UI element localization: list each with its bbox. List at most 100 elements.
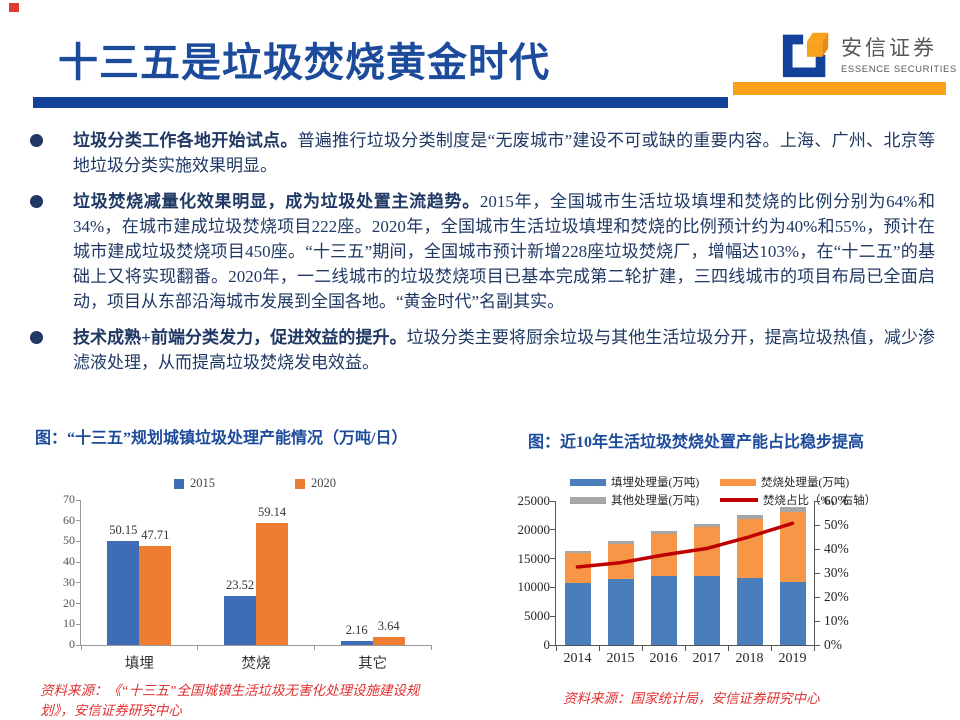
bullet-text: 技术成熟+前端分类发力，促进效益的提升。垃圾分类主要将厨余垃圾与其他生活垃圾分开…: [73, 325, 935, 375]
y-axis-label: 60: [63, 512, 75, 527]
stacked-bar-焚烧处理量(万吨)-2018: [736, 518, 763, 578]
right-axis-tick: [814, 620, 820, 622]
x-axis-year-label: 2015: [606, 651, 635, 666]
legend-swatch-icon: [570, 496, 606, 504]
left-axis-tick: [550, 615, 556, 617]
legend-item-2020: 2020: [295, 476, 336, 491]
y-axis-label: 40: [63, 554, 75, 569]
bar-value-label: 47.71: [141, 528, 170, 543]
y-axis-tick: [76, 623, 81, 625]
company-logo: 安信证券 ESSENCE SECURITIES: [780, 26, 957, 80]
bar-2020-填埋: [139, 546, 172, 645]
bar-2015-填埋: [107, 541, 140, 645]
bar-value-label: 23.52: [225, 578, 255, 593]
title-divider-orange: [733, 82, 946, 95]
bullet-lead: 垃圾分类工作各地开始试点。: [73, 131, 298, 150]
x-axis-tick: [813, 645, 815, 651]
y-axis-tick: [76, 603, 81, 605]
right-axis-label: 50%: [824, 517, 849, 532]
left-axis-tick: [550, 586, 556, 588]
left-axis-label: 0: [543, 637, 551, 652]
bullet-icon: [30, 331, 43, 344]
right-axis-tick: [814, 500, 820, 502]
page-title: 十三五是垃圾焚烧黄金时代: [58, 41, 550, 85]
right-axis-label: 10%: [824, 613, 849, 628]
legend-label: 填埋处理量(万吨): [611, 477, 700, 489]
y-axis-label: 20: [63, 595, 75, 610]
logo-text: 安信证券 ESSENCE SECURITIES: [841, 32, 957, 75]
bullet-body: 普遍推行垃圾分类制度是“无废城市”建设不可或缺的重要内容。上海、广州、北京等地垃…: [73, 131, 936, 175]
legend-item-填埋处理量(万吨): 填埋处理量(万吨): [570, 474, 720, 490]
legend-swatch-icon: [720, 478, 756, 486]
x-axis-category-label: 填埋: [124, 656, 154, 672]
bar-2015-焚烧: [224, 596, 256, 645]
legend-item-焚烧处理量(万吨): 焚烧处理量(万吨): [720, 474, 876, 490]
legend-swatch-icon: [295, 478, 305, 489]
left-axis-label: 15000: [517, 550, 551, 566]
bar-value-label: 3.64: [377, 619, 400, 634]
bullet-item-2: 垃圾焚烧减量化效果明显，成为垃圾处置主流趋势。2015年，全国城市生活垃圾填埋和…: [30, 189, 935, 314]
share-chart-title: 图：近10年生活垃圾焚烧处置产能占比稳步提高: [528, 434, 865, 451]
corner-red-mark: [9, 3, 19, 12]
logo-name-en: ESSENCE SECURITIES: [841, 63, 957, 75]
x-axis-year-label: 2016: [649, 651, 678, 666]
left-axis-label: 10000: [517, 579, 551, 595]
share-chart-plot: 0 5000 10000 15000 20000 25000 0% 10% 20% 30% 40% 5…: [518, 493, 849, 666]
bullet-text: 垃圾分类工作各地开始试点。普遍推行垃圾分类制度是“无废城市”建设不可或缺的重要内…: [73, 128, 935, 178]
bullet-icon: [30, 195, 43, 208]
y-axis-tick: [76, 582, 81, 584]
y-axis-label: 70: [63, 492, 75, 506]
legend-label: 2020: [311, 476, 336, 490]
bullet-item-1: 垃圾分类工作各地开始试点。普遍推行垃圾分类制度是“无废城市”建设不可或缺的重要内…: [30, 128, 935, 178]
logo-mark-icon: [782, 32, 829, 78]
stacked-bar-填埋处理量(万吨)-2018: [736, 577, 763, 645]
stacked-bar-填埋处理量(万吨)-2015: [607, 579, 634, 645]
left-axis-tick: [550, 500, 556, 502]
y-axis-tick: [76, 561, 81, 563]
bullet-body: 垃圾分类主要将厨余垃圾与其他生活垃圾分开，提高垃圾热值，减少渗滤液处理，从而提高…: [73, 328, 936, 372]
right-axis-tick: [814, 644, 820, 646]
legend-swatch-icon: [174, 478, 184, 489]
x-axis-tick: [727, 645, 729, 651]
right-axis-tick: [814, 548, 820, 550]
stacked-bar-填埋处理量(万吨)-2016: [650, 576, 677, 645]
stacked-bar-填埋处理量(万吨)-2019: [779, 581, 806, 645]
y-axis-tick: [76, 644, 81, 646]
bullet-lead: 垃圾焚烧减量化效果明显，成为垃圾处置主流趋势。: [73, 192, 480, 211]
x-axis-year-label: 2018: [735, 651, 764, 666]
x-axis-category-label: 焚烧: [241, 656, 271, 672]
stacked-bar-其他处理量(万吨)-2016: [650, 531, 677, 534]
logo-name-cn: 安信证券: [841, 36, 937, 60]
x-axis-tick: [555, 645, 557, 651]
left-axis-label: 20000: [517, 521, 551, 537]
incineration-share-line: [575, 521, 795, 569]
legend-item-其他处理量(万吨): 其他处理量(万吨): [570, 492, 720, 508]
legend-label: 2015: [190, 476, 215, 490]
capacity-chart-plot: 0 10 20 30 40 50 60 70 填埋 50.15 47.71 焚烧 23.52 59.14 其…: [63, 492, 432, 672]
right-axis-label: 30%: [824, 565, 849, 580]
bar-2020-其它: [372, 637, 405, 645]
y-axis-tick: [76, 520, 81, 522]
x-axis-tick: [684, 645, 686, 651]
legend-label: 焚烧处理量(万吨): [761, 477, 850, 489]
right-axis-label: 60%: [824, 493, 849, 508]
left-axis-label: 5000: [524, 608, 550, 624]
legend-label: 其他处理量(万吨): [611, 495, 700, 507]
share-chart: 图：近10年生活垃圾焚烧处置产能占比稳步提高 填埋处理量(万吨) 焚烧处理量(万吨…: [518, 428, 952, 674]
capacity-chart-source: 资料来源：《“十三五”全国城镇生活垃圾无害化处理设施建设规划》，安信证券研究中心: [40, 683, 420, 718]
stacked-bar-填埋处理量(万吨)-2014: [564, 583, 591, 645]
x-axis-tick: [430, 645, 432, 650]
x-axis-year-label: 2014: [563, 651, 592, 666]
right-axis-tick: [814, 572, 820, 574]
stacked-bar-其他处理量(万吨)-2017: [693, 523, 720, 527]
x-axis-tick: [770, 645, 772, 651]
share-chart-source: 资料来源：国家统计局，安信证券研究中心: [563, 691, 820, 706]
stacked-bar-其他处理量(万吨)-2014: [564, 550, 591, 553]
bullet-list: 垃圾分类工作各地开始试点。普遍推行垃圾分类制度是“无废城市”建设不可或缺的重要内…: [30, 128, 935, 386]
right-axis-label: 0%: [824, 637, 842, 652]
y-axis-tick: [76, 540, 81, 542]
right-axis-tick: [814, 596, 820, 598]
x-axis-tick: [313, 645, 315, 650]
stacked-bar-其他处理量(万吨)-2015: [607, 541, 634, 544]
bar-value-label: 2.16: [345, 622, 368, 637]
